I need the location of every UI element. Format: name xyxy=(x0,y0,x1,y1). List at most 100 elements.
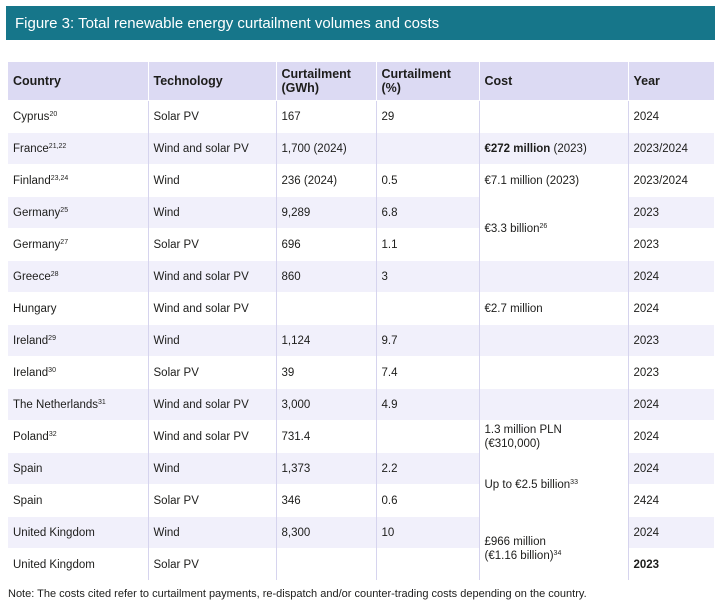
cell-curtailment-gwh xyxy=(275,292,376,325)
header-curtailment-pct: Curtailment (%) xyxy=(375,62,479,101)
cell-technology: Wind and solar PV xyxy=(147,260,276,293)
header-curtailment-gwh-line2: (GWh) xyxy=(281,81,319,95)
table-row: The Netherlands31 Wind and solar PV 3,00… xyxy=(8,388,714,421)
table-row: Spain Solar PV 346 0.6 2424 xyxy=(8,484,714,517)
country-name: United Kingdom xyxy=(13,558,95,571)
cell-year: 2023 xyxy=(627,196,714,229)
cell-year: 2024 xyxy=(627,292,714,325)
cell-country: Spain xyxy=(8,452,148,485)
cell-country: United Kingdom xyxy=(8,516,148,549)
footnote-ref: 32 xyxy=(48,430,57,438)
cell-cost xyxy=(478,388,628,421)
curtailment-table: Country Technology Curtailment (GWh) Curt… xyxy=(8,62,714,580)
table-row: Germany27 Solar PV 696 1.1 2023 xyxy=(8,228,714,261)
cell-cost: Up to €2.5 billion33 xyxy=(478,452,628,517)
cell-cost: €3.3 billion26 xyxy=(478,196,628,261)
cell-technology: Wind xyxy=(147,516,276,549)
cell-cost xyxy=(478,260,628,293)
cell-curtailment-pct: 4.9 xyxy=(375,388,479,421)
table-note: Note: The costs cited refer to curtailme… xyxy=(8,588,587,600)
header-curtailment-pct-line2: (%) xyxy=(381,81,401,95)
cost-value: £966 million xyxy=(484,535,546,548)
cell-year: 2023/2024 xyxy=(627,164,714,197)
cell-cost: 1.3 million PLN (€310,000) xyxy=(478,420,628,453)
cell-technology: Solar PV xyxy=(147,356,276,389)
header-country: Country xyxy=(8,62,148,101)
table-row: Cyprus20 Solar PV 167 29 2024 xyxy=(8,100,714,133)
cell-curtailment-pct xyxy=(375,548,479,580)
cell-year: 2024 xyxy=(627,452,714,485)
country-name: Spain xyxy=(13,494,43,507)
cell-technology: Solar PV xyxy=(147,484,276,517)
footnote-ref: 34 xyxy=(553,549,562,557)
cell-year: 2024 xyxy=(627,100,714,133)
cell-curtailment-gwh: 1,700 (2024) xyxy=(275,132,376,165)
cell-cost: £966 million (€1.16 billion)34 xyxy=(478,516,628,580)
cell-technology: Wind xyxy=(147,452,276,485)
cell-country: Germany27 xyxy=(8,228,148,261)
cell-cost xyxy=(478,324,628,357)
table-row: United Kingdom Solar PV 2023 xyxy=(8,548,714,580)
footnote-ref: 23,24 xyxy=(50,174,69,182)
cell-year: 2024 xyxy=(627,516,714,549)
cell-curtailment-pct: 3 xyxy=(375,260,479,293)
header-technology: Technology xyxy=(147,62,276,101)
cell-country: France21,22 xyxy=(8,132,148,165)
cost-value-converted-line: (€1.16 billion)34 xyxy=(485,549,623,563)
cell-curtailment-pct: 9.7 xyxy=(375,324,479,357)
cell-curtailment-gwh xyxy=(275,548,376,580)
table-row: Greece28 Wind and solar PV 860 3 2024 xyxy=(8,260,714,293)
cell-curtailment-pct: 0.5 xyxy=(375,164,479,197)
cell-country: Greece28 xyxy=(8,260,148,293)
header-curtailment-gwh-line1: Curtailment xyxy=(281,67,351,81)
cell-curtailment-pct: 29 xyxy=(375,100,479,133)
cell-curtailment-pct: 6.8 xyxy=(375,196,479,229)
cell-country: Germany25 xyxy=(8,196,148,229)
cell-country: Ireland29 xyxy=(8,324,148,357)
country-name: Cyprus xyxy=(13,110,50,123)
cost-value: Up to €2.5 billion xyxy=(484,478,571,491)
cell-curtailment-pct: 1.1 xyxy=(375,228,479,261)
cell-curtailment-gwh: 696 xyxy=(275,228,376,261)
cell-curtailment-gwh: 860 xyxy=(275,260,376,293)
cost-value: €3.3 billion xyxy=(484,222,540,235)
cell-curtailment-gwh: 236 (2024) xyxy=(275,164,376,197)
footnote-ref: 20 xyxy=(49,110,58,118)
table-row: Ireland29 Wind 1,124 9.7 2023 xyxy=(8,324,714,357)
footnote-ref: 25 xyxy=(60,206,69,214)
cell-country: Cyprus20 xyxy=(8,100,148,133)
cell-curtailment-gwh: 731.4 xyxy=(275,420,376,453)
cell-country: Hungary xyxy=(8,292,148,325)
cell-year: 2023 xyxy=(627,228,714,261)
cell-technology: Wind and solar PV xyxy=(147,292,276,325)
cell-country: Spain xyxy=(8,484,148,517)
country-name: Poland xyxy=(13,430,49,443)
cost-value-converted: (€1.16 billion) xyxy=(484,549,554,562)
table-row: Ireland30 Solar PV 39 7.4 2023 xyxy=(8,356,714,389)
cell-technology: Wind and solar PV xyxy=(147,420,276,453)
cell-year: 2023/2024 xyxy=(627,132,714,165)
cost-value-bold: €272 million xyxy=(484,142,551,155)
footnote-ref: 33 xyxy=(570,478,578,486)
cell-curtailment-gwh: 1,373 xyxy=(275,452,376,485)
cell-curtailment-pct: 0.6 xyxy=(375,484,479,517)
country-name: Germany xyxy=(13,206,61,219)
cell-year: 2023 xyxy=(627,324,714,357)
table-row: Spain Wind 1,373 2.2 Up to €2.5 billion3… xyxy=(8,452,714,517)
cost-value-converted: (€310,000) xyxy=(484,437,541,450)
cell-cost: €272 million (2023) xyxy=(478,132,628,165)
cell-curtailment-pct: 10 xyxy=(375,516,479,549)
cell-curtailment-pct xyxy=(375,132,479,165)
country-name: Finland xyxy=(13,174,51,187)
cost-year: (2023) xyxy=(550,142,587,155)
country-name: Ireland xyxy=(13,366,49,379)
header-row: Country Technology Curtailment (GWh) Curt… xyxy=(8,62,714,101)
cell-year: 2023 xyxy=(627,356,714,389)
table-row: Finland23,24 Wind 236 (2024) 0.5 €7.1 mi… xyxy=(8,164,714,197)
header-cost: Cost xyxy=(478,62,628,101)
footnote-ref: 28 xyxy=(50,270,59,278)
table-row: Poland32 Wind and solar PV 731.4 1.3 mil… xyxy=(8,420,714,453)
country-name: Spain xyxy=(13,462,43,475)
country-name: United Kingdom xyxy=(13,526,95,539)
cell-cost: €7.1 million (2023) xyxy=(478,164,628,197)
